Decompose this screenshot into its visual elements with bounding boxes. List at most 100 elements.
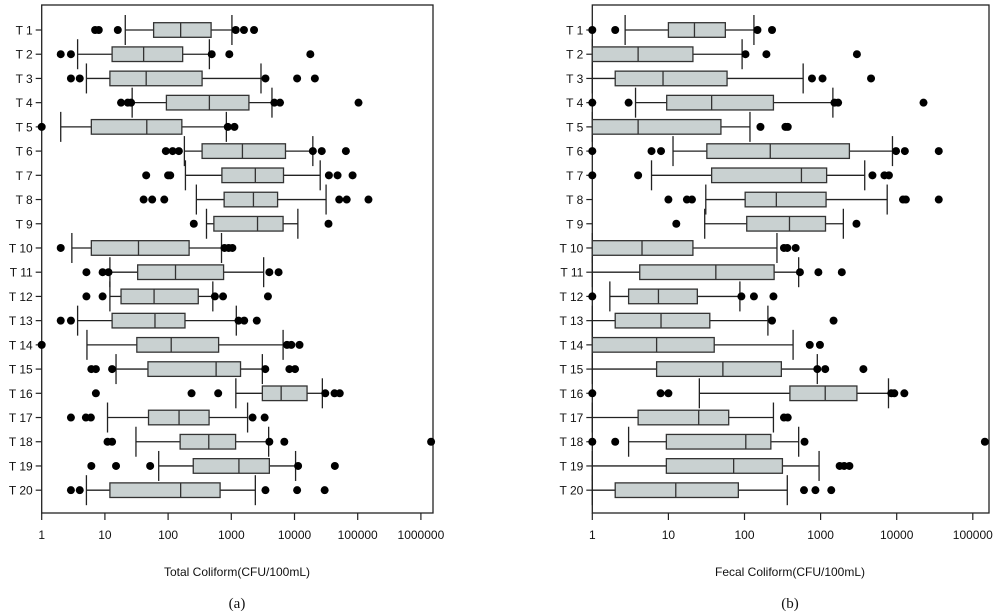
outlier-point xyxy=(834,98,843,107)
outlier-point xyxy=(783,243,792,252)
iqr-box xyxy=(710,167,828,184)
caption-b: (b) xyxy=(781,596,799,612)
outlier-point xyxy=(749,292,758,301)
iqr-box xyxy=(665,458,784,474)
outlier-point xyxy=(261,74,270,83)
iqr-box xyxy=(591,46,694,63)
outlier-point xyxy=(934,147,943,156)
outlier-point xyxy=(813,365,822,374)
iqr-box xyxy=(111,46,184,63)
boxplot-t7 xyxy=(142,160,357,191)
y-tick-label: T 3 xyxy=(566,72,583,86)
iqr-box xyxy=(744,191,827,208)
outlier-point xyxy=(800,437,809,446)
y-tick-label: T 20 xyxy=(560,484,584,498)
outlier-point xyxy=(240,316,249,325)
outlier-point xyxy=(811,486,820,495)
outlier-point xyxy=(263,292,272,301)
outlier-point xyxy=(139,195,148,204)
outlier-point xyxy=(248,413,257,422)
boxplot-t14 xyxy=(37,329,304,360)
iqr-box xyxy=(136,336,220,353)
x-tick-label: 10000 xyxy=(880,528,914,542)
outlier-point xyxy=(335,389,344,398)
y-tick-label: T 11 xyxy=(10,266,33,280)
outlier-point xyxy=(66,316,75,325)
boxplot-t9 xyxy=(189,208,333,239)
boxplot-t4 xyxy=(117,87,363,118)
plot-frame xyxy=(591,4,990,514)
boxplot-t12 xyxy=(588,281,778,312)
iqr-box xyxy=(223,191,279,208)
outlier-point xyxy=(287,340,296,349)
outlier-point xyxy=(146,461,155,470)
x-tick-label: 10000 xyxy=(278,528,312,542)
outlier-point xyxy=(324,219,333,228)
boxplot-t5 xyxy=(591,111,792,142)
y-tick-label: T 9 xyxy=(16,217,33,231)
outlier-point xyxy=(791,243,800,252)
y-tick-label: T 10 xyxy=(560,241,584,255)
outlier-point xyxy=(769,292,778,301)
outlier-point xyxy=(335,195,344,204)
outlier-point xyxy=(588,171,597,180)
boxplot-t18 xyxy=(588,426,989,457)
y-tick-label: T 15 xyxy=(560,363,584,377)
boxplot-t15 xyxy=(87,354,300,385)
outlier-point xyxy=(845,461,854,470)
outlier-point xyxy=(624,98,633,107)
outlier-point xyxy=(884,171,893,180)
outlier-point xyxy=(225,50,234,59)
y-tick-label: T 5 xyxy=(566,120,583,134)
boxplot-t7 xyxy=(588,160,893,191)
boxplot-t3 xyxy=(591,63,876,94)
y-tick-label: T 18 xyxy=(9,435,33,449)
outlier-point xyxy=(293,74,302,83)
iqr-box xyxy=(152,22,212,38)
iqr-box xyxy=(789,385,858,402)
outlier-point xyxy=(210,292,219,301)
y-tick-label: T 19 xyxy=(9,459,33,473)
outlier-point xyxy=(354,98,363,107)
outlier-point xyxy=(348,171,357,180)
outlier-point xyxy=(741,50,750,59)
boxplot-t6 xyxy=(588,136,943,167)
outlier-point xyxy=(756,122,765,131)
iqr-box xyxy=(706,143,851,160)
outlier-point xyxy=(207,50,216,59)
outlier-point xyxy=(783,122,792,131)
outlier-point xyxy=(795,268,804,277)
outlier-point xyxy=(852,50,861,59)
y-tick-label: T 1 xyxy=(566,24,583,38)
x-tick-label: 1000 xyxy=(218,528,245,542)
iqr-box xyxy=(213,215,284,232)
outlier-point xyxy=(37,122,46,131)
y-tick-label: T 17 xyxy=(9,411,33,425)
outlier-point xyxy=(187,389,196,398)
y-tick-label: T 7 xyxy=(16,169,33,183)
boxplot-t5 xyxy=(37,111,239,142)
iqr-box xyxy=(591,336,715,353)
outlier-point xyxy=(252,316,261,325)
y-tick-label: T 14 xyxy=(9,338,33,352)
outlier-point xyxy=(867,74,876,83)
outlier-point xyxy=(868,171,877,180)
outlier-point xyxy=(127,98,136,107)
outlier-point xyxy=(66,74,75,83)
outlier-point xyxy=(260,413,269,422)
outlier-point xyxy=(980,437,989,446)
outlier-point xyxy=(321,389,330,398)
boxplot-t8 xyxy=(664,184,943,215)
boxplot-t2 xyxy=(56,39,315,70)
y-tick-label: T 14 xyxy=(560,338,584,352)
outlier-point xyxy=(280,437,289,446)
outlier-point xyxy=(168,147,177,156)
outlier-point xyxy=(837,268,846,277)
outlier-point xyxy=(142,171,151,180)
outlier-point xyxy=(228,243,237,252)
outlier-point xyxy=(320,486,329,495)
outlier-point xyxy=(324,171,333,180)
boxplot-t19 xyxy=(591,450,854,481)
outlier-point xyxy=(364,195,373,204)
panel-total-coliform: 1 10 100 1000 10000 100000 1000000 T 1 T 2 T 3 T 4… xyxy=(9,4,445,542)
